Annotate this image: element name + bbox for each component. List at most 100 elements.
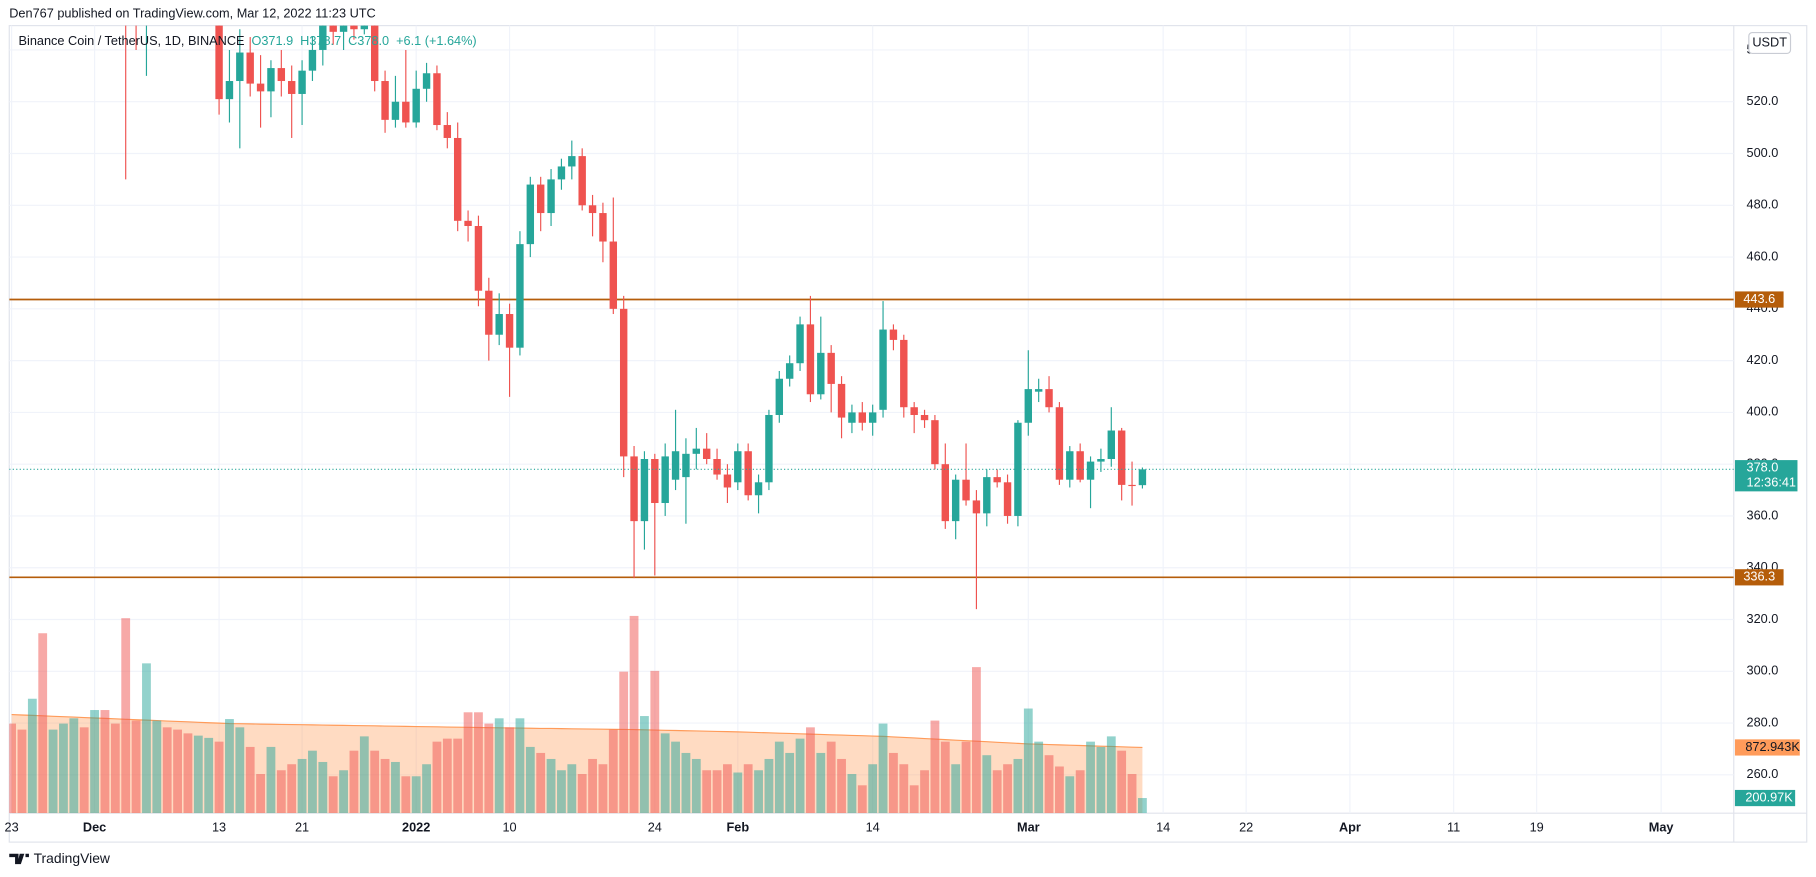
candle-body bbox=[754, 482, 763, 496]
y-tick-label: 480.0 bbox=[1747, 197, 1779, 212]
volume-bar bbox=[162, 727, 172, 814]
candle-body bbox=[713, 459, 721, 475]
volume-bar bbox=[857, 785, 867, 814]
volume-bar bbox=[79, 727, 89, 814]
x-tick-label: Mar bbox=[1017, 820, 1040, 835]
volume-bar bbox=[878, 723, 888, 814]
candle-body bbox=[319, 25, 327, 50]
y-tick-label: 320.0 bbox=[1747, 611, 1779, 626]
candle-body bbox=[547, 179, 555, 214]
volume-bar bbox=[909, 785, 919, 814]
candle-body bbox=[329, 25, 337, 32]
volume-bar bbox=[598, 764, 608, 814]
candle-body bbox=[785, 363, 794, 379]
volume-bar bbox=[515, 718, 525, 814]
volume-bar bbox=[401, 776, 411, 814]
volume-bar bbox=[69, 718, 79, 814]
volume-bar bbox=[785, 752, 795, 814]
x-tick-label: 24 bbox=[648, 820, 662, 835]
volume-bar bbox=[276, 770, 286, 814]
candle-body bbox=[702, 448, 711, 460]
volume-label-box bbox=[1734, 789, 1796, 807]
volume-bar bbox=[422, 764, 431, 814]
candle-body bbox=[453, 137, 462, 221]
volume-bar bbox=[484, 723, 494, 814]
countdown: 12:36:41 bbox=[1747, 475, 1797, 490]
candle-body bbox=[837, 383, 846, 418]
volume-bar bbox=[1034, 741, 1044, 814]
candle-body bbox=[599, 213, 607, 242]
y-tick-label: 260.0 bbox=[1747, 766, 1779, 781]
volume-bar bbox=[691, 758, 701, 814]
volume-bar bbox=[453, 738, 463, 814]
volume-bar bbox=[972, 667, 981, 814]
volume-bar bbox=[525, 746, 535, 814]
candle-body bbox=[1086, 461, 1095, 480]
symbol-legend: Binance Coin / TetherUS, 1D, BINANCE bbox=[19, 33, 245, 48]
candle-body bbox=[588, 205, 597, 214]
candle-body bbox=[900, 339, 908, 408]
candle-body bbox=[920, 414, 929, 421]
volume-bar bbox=[1127, 774, 1137, 814]
candle-body bbox=[1128, 484, 1136, 487]
volume-bar bbox=[505, 727, 514, 814]
volume-bar bbox=[474, 712, 483, 814]
volume-bar bbox=[837, 758, 846, 814]
volume-bar bbox=[1086, 741, 1095, 814]
volume-bar bbox=[1065, 776, 1075, 814]
volume-bar bbox=[608, 729, 618, 814]
candle-body bbox=[765, 414, 773, 483]
candle-body bbox=[422, 73, 431, 89]
candle-body bbox=[287, 81, 296, 94]
footer-brand: TradingView bbox=[34, 850, 111, 866]
volume-bar bbox=[391, 761, 400, 814]
last-price-label: 378.0 bbox=[1747, 460, 1779, 475]
candle-body bbox=[910, 407, 918, 415]
level-label: 443.6 bbox=[1743, 291, 1775, 306]
volume-bar bbox=[712, 770, 722, 814]
volume-bar bbox=[754, 770, 763, 814]
volume-bar bbox=[328, 776, 338, 814]
volume-ma-line bbox=[11, 713, 1143, 749]
volume-bar bbox=[1096, 746, 1106, 814]
volume-bar bbox=[38, 633, 48, 814]
candle-body bbox=[682, 453, 690, 478]
x-tick-label: Apr bbox=[1339, 820, 1361, 835]
candle-body bbox=[505, 314, 514, 348]
candle-body bbox=[692, 448, 701, 454]
level-label-box bbox=[1734, 569, 1784, 586]
candle-body bbox=[256, 83, 265, 92]
candle-body bbox=[879, 329, 887, 410]
candle-body bbox=[796, 324, 804, 364]
volume-bar bbox=[795, 738, 805, 814]
volume-bar bbox=[764, 758, 774, 814]
candle-body bbox=[651, 459, 659, 504]
volume-bar bbox=[1055, 766, 1064, 814]
candle-body bbox=[557, 166, 566, 180]
legend-value: H378.7 bbox=[300, 33, 341, 48]
level-label-box bbox=[1734, 291, 1784, 308]
candle-body bbox=[868, 412, 877, 423]
candle-body bbox=[578, 156, 586, 206]
candle-body bbox=[1066, 451, 1074, 480]
y-tick-label: 300.0 bbox=[1747, 663, 1779, 678]
candle-body bbox=[308, 49, 317, 71]
candle-body bbox=[277, 68, 286, 82]
volume-bar bbox=[940, 741, 950, 814]
candle-body bbox=[848, 412, 856, 423]
volume-bar bbox=[463, 712, 473, 814]
volume-bar bbox=[847, 774, 857, 814]
candle-body bbox=[1045, 389, 1053, 408]
volume-bar bbox=[681, 752, 691, 814]
volume-bar bbox=[899, 764, 909, 814]
volume-bar bbox=[1023, 708, 1033, 814]
volume-bar bbox=[110, 723, 120, 814]
volume-bar bbox=[567, 764, 577, 814]
volume-bar bbox=[1044, 755, 1054, 814]
x-tick-label: Dec bbox=[83, 820, 106, 835]
candle-body bbox=[941, 464, 950, 522]
candle-body bbox=[972, 500, 981, 514]
y-tick-label: 360.0 bbox=[1747, 507, 1779, 522]
volume-bar bbox=[1117, 750, 1127, 814]
volume-bar bbox=[142, 663, 151, 814]
